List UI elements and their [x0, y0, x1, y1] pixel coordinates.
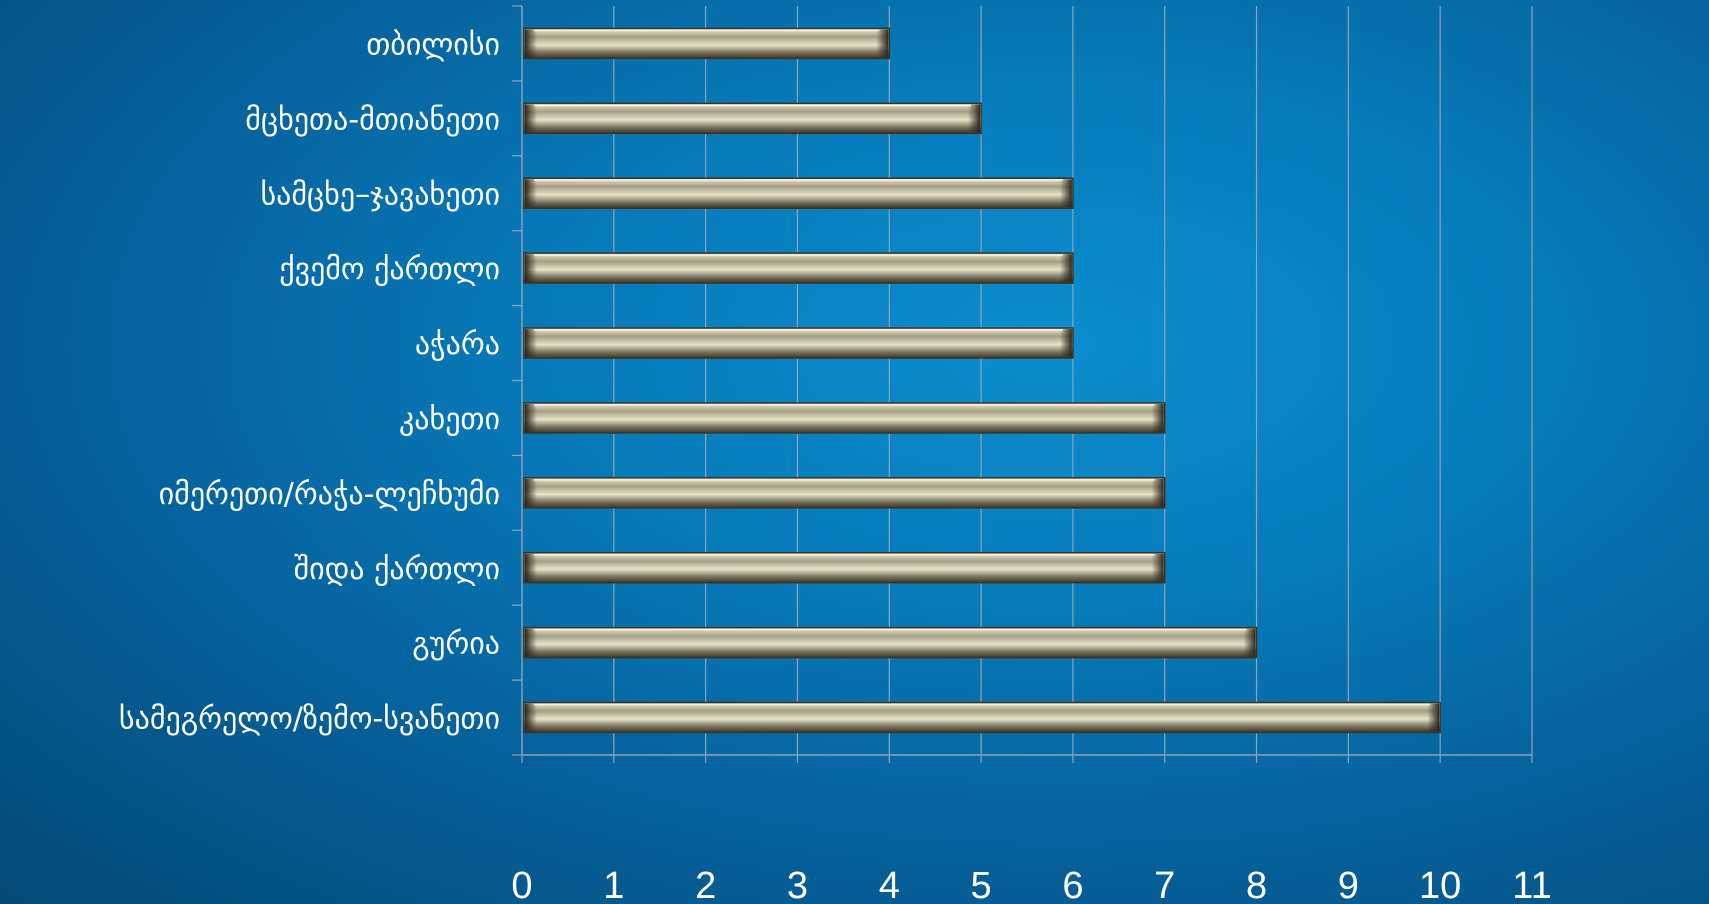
bar-bevel-left — [525, 703, 537, 732]
bar-body — [523, 626, 1258, 659]
bar-bevel-right — [968, 104, 981, 133]
bar-body — [523, 177, 1074, 209]
bar-bevel-right — [1059, 179, 1072, 208]
bars — [523, 27, 1441, 734]
category-label: სამცხე–ჯავახეთი — [260, 177, 500, 212]
bar-bevel-right — [876, 29, 889, 58]
bar-bevel-left — [525, 329, 537, 358]
bar — [523, 252, 1074, 284]
bar-bevel-right — [1151, 403, 1164, 432]
category-label: მცხეთა-მთიანეთი — [245, 102, 500, 137]
category-label: სამეგრელო/ზემო-სვანეთი — [119, 702, 500, 737]
category-label: გურია — [412, 627, 500, 662]
bar-bevel-left — [525, 553, 537, 582]
bar — [523, 177, 1074, 209]
category-label: შიდა ქართლი — [294, 552, 500, 587]
bar-body — [523, 27, 891, 60]
x-tick-labels: 0 1 2 3 4 5 6 7 8 9 10 11 — [511, 865, 1551, 904]
bar-bevel-left — [525, 254, 537, 283]
bar-bevel-left — [525, 403, 537, 432]
x-tick-label: 7 — [1154, 865, 1175, 904]
bar-body — [523, 327, 1074, 359]
x-tick-label: 11 — [1512, 865, 1551, 904]
bar-bevel-right — [1059, 254, 1072, 283]
bar-body — [523, 102, 982, 135]
x-tick-label: 10 — [1419, 865, 1461, 904]
category-label: თბილისი — [366, 27, 500, 62]
category-label: აჭარა — [415, 327, 500, 362]
bar-bevel-right — [1059, 329, 1072, 358]
x-tick-label: 3 — [787, 865, 808, 904]
bar — [523, 102, 982, 135]
bar — [523, 477, 1166, 509]
bar-bevel-right — [1243, 628, 1256, 657]
category-labels: თბილისი მცხეთა-მთიანეთი სამცხე–ჯავახეთი ქვე… — [119, 27, 500, 736]
bar-bevel-left — [525, 104, 537, 133]
bar-bevel-right — [1151, 553, 1164, 582]
bar — [523, 402, 1166, 434]
x-tick-label: 9 — [1338, 865, 1359, 904]
bar-body — [523, 701, 1441, 734]
x-tick-label: 5 — [971, 865, 992, 904]
bar-body — [523, 252, 1074, 284]
x-tick-label: 2 — [695, 865, 716, 904]
bar-body — [523, 477, 1166, 509]
bar-bevel-right — [1427, 703, 1440, 732]
axes — [512, 5, 1533, 763]
bar — [523, 27, 891, 60]
bar-bevel-left — [525, 478, 537, 507]
bar-body — [523, 552, 1166, 584]
category-label: ქვემო ქართლი — [279, 252, 500, 287]
bar-bevel-left — [525, 179, 537, 208]
category-label: კახეთი — [399, 402, 500, 437]
bar — [523, 552, 1166, 584]
bar-bevel-right — [1151, 478, 1164, 507]
bar-bevel-left — [525, 628, 537, 657]
bar — [523, 327, 1074, 359]
x-tick-label: 8 — [1246, 865, 1267, 904]
bar-bevel-left — [525, 29, 537, 58]
x-tick-label: 0 — [511, 865, 532, 904]
bar — [523, 701, 1441, 734]
x-tick-label: 1 — [603, 865, 624, 904]
x-tick-label: 6 — [1062, 865, 1083, 904]
category-label: იმერეთი/რაჭა-ლეჩხუმი — [159, 477, 500, 512]
bar — [523, 626, 1258, 659]
bar-body — [523, 402, 1166, 434]
x-tick-label: 4 — [879, 865, 900, 904]
